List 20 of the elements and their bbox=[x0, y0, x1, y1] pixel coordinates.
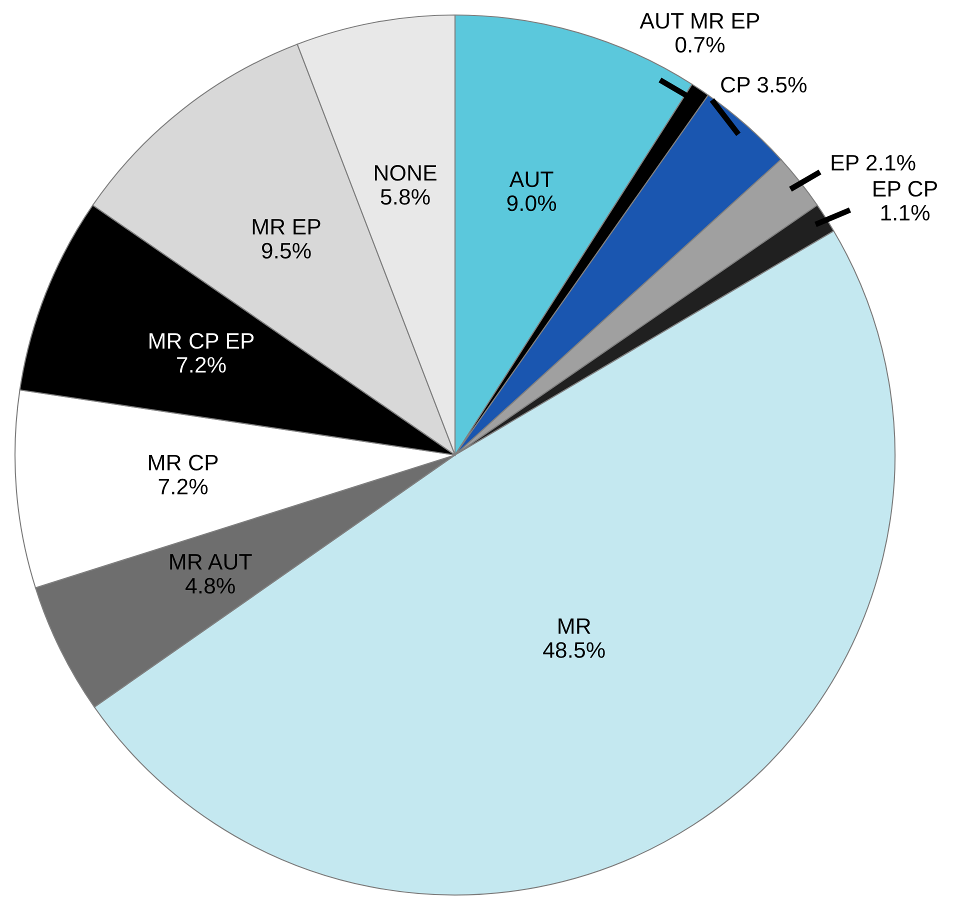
slice-label: MR CP EP bbox=[150, 333, 254, 349]
slice-label: CP 3.5% bbox=[721, 76, 807, 93]
slice-label: MR bbox=[558, 618, 590, 634]
data-label: 48.5% bbox=[543, 642, 605, 658]
data-label: 7.2% bbox=[158, 478, 208, 494]
data-label: 4.8% bbox=[186, 578, 235, 594]
slice-label: NONE bbox=[374, 165, 436, 181]
slice-label: MR CP bbox=[149, 454, 218, 471]
slice-label: EP 2.1% bbox=[832, 154, 916, 171]
data-label: 9.5% bbox=[262, 242, 311, 259]
slice-label: AUT bbox=[509, 172, 554, 188]
data-label: 0.7% bbox=[676, 36, 725, 53]
data-label: 5.8% bbox=[380, 188, 430, 205]
data-label: 1.1% bbox=[881, 204, 930, 221]
slice-label: EP CP bbox=[874, 180, 937, 197]
slice-label: MR AUT bbox=[170, 554, 252, 570]
data-label: 9.0% bbox=[507, 195, 556, 212]
slice-label: MR EP bbox=[252, 219, 320, 234]
data-label: 7.2% bbox=[177, 356, 226, 373]
slice-label: AUT MR EP bbox=[640, 13, 760, 29]
